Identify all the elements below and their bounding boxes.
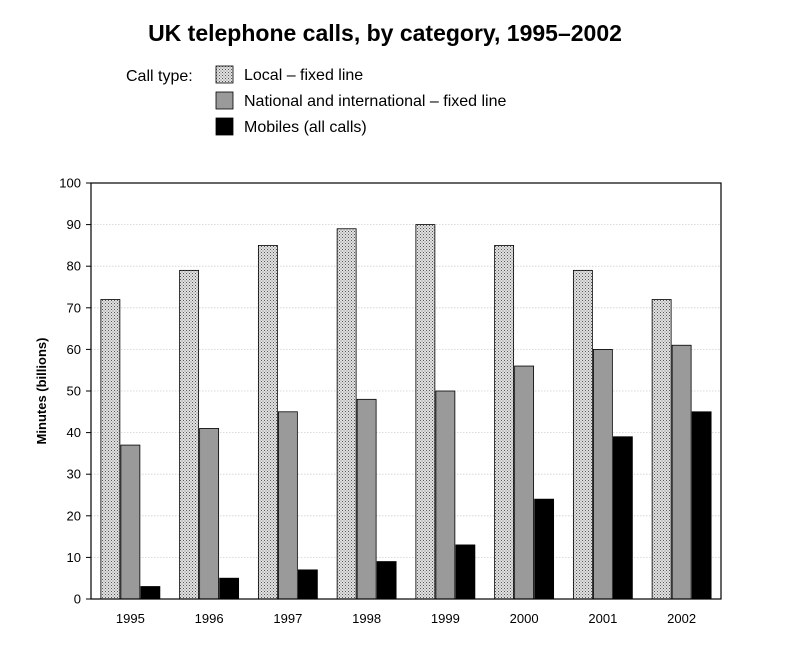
legend-label-2: National and international – fixed line (244, 93, 507, 110)
bars (100, 224, 712, 600)
bar-2002-series-1 (651, 299, 672, 600)
y-tick-label-100: 100 (59, 176, 81, 191)
bar-2000-series-3 (534, 498, 555, 600)
x-tick-label-1997: 1997 (273, 611, 302, 626)
legend-swatch-2 (215, 91, 234, 110)
bar-1999-series-1 (415, 224, 436, 600)
legend-items: Local – fixed line National and internati… (215, 65, 507, 136)
x-tick-label-2000: 2000 (510, 611, 539, 626)
legend-swatch-1 (215, 65, 234, 84)
y-tick-label-70: 70 (67, 300, 81, 315)
y-tick-label-90: 90 (67, 217, 81, 232)
bar-1995-series-1 (100, 299, 121, 600)
bar-1998-series-3 (376, 561, 397, 600)
bar-1997-series-3 (297, 569, 318, 600)
bar-1995-series-3 (140, 586, 161, 600)
bar-1999-series-3 (455, 544, 476, 600)
bar-1998-series-2 (356, 398, 377, 600)
x-tick-label-1996: 1996 (195, 611, 224, 626)
y-tick-label-40: 40 (67, 425, 81, 440)
bar-2001-series-3 (612, 436, 633, 600)
y-tick-label-0: 0 (74, 592, 81, 607)
y-tick-label-60: 60 (67, 342, 81, 357)
legend-label-3: Mobiles (all calls) (244, 119, 367, 136)
bar-1996-series-3 (219, 577, 240, 600)
bar-2002-series-2 (671, 344, 692, 600)
y-tick-label-50: 50 (67, 384, 81, 399)
bar-1995-series-2 (120, 444, 141, 600)
bar-2000-series-1 (494, 244, 515, 600)
x-tick-label-2002: 2002 (667, 611, 696, 626)
legend-label-1: Local – fixed line (244, 67, 363, 84)
x-tick-label-1995: 1995 (116, 611, 145, 626)
y-tick-label-30: 30 (67, 467, 81, 482)
bar-2001-series-1 (572, 269, 593, 600)
bar-2001-series-2 (592, 348, 613, 600)
bar-1996-series-1 (179, 269, 200, 600)
x-axis-ticks: 1995 1996 1997 1998 1999 2000 2001 2002 (116, 611, 696, 626)
bar-1997-series-1 (257, 244, 278, 600)
x-tick-label-2001: 2001 (588, 611, 617, 626)
y-axis-label: Minutes (billions) (34, 338, 49, 445)
bar-1999-series-2 (435, 390, 456, 600)
legend-title: Call type: (126, 68, 193, 85)
y-axis-ticks: 0 10 20 30 40 50 60 70 80 90 100 (59, 176, 91, 607)
chart-title: UK telephone calls, by category, 1995–20… (148, 20, 622, 46)
y-tick-label-10: 10 (67, 550, 81, 565)
bar-1997-series-2 (277, 411, 298, 600)
bar-2000-series-2 (514, 365, 535, 600)
y-tick-label-80: 80 (67, 259, 81, 274)
legend-swatch-3 (215, 117, 234, 136)
x-tick-label-1998: 1998 (352, 611, 381, 626)
bar-2002-series-3 (691, 411, 712, 600)
bar-1998-series-1 (336, 228, 357, 600)
legend: Call type: Local – fixed line National an… (126, 65, 507, 136)
x-tick-label-1999: 1999 (431, 611, 460, 626)
y-tick-label-20: 20 (67, 508, 81, 523)
bar-1996-series-2 (199, 428, 220, 600)
